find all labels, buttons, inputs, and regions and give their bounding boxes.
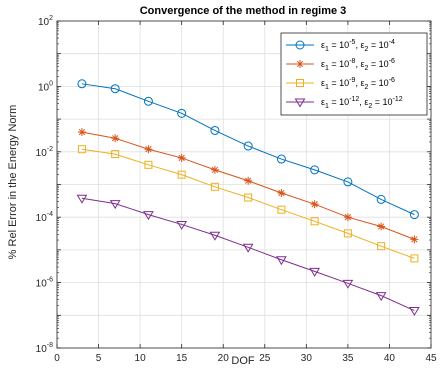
legend-marker [296,60,304,68]
series-1-point [177,108,187,118]
series-3-point [410,254,419,263]
series-3-point [177,170,186,179]
marker-stroke [344,214,352,221]
marker-stroke [377,223,385,230]
series-1-point [143,96,153,106]
series-1-point [409,210,419,220]
x-tick-label: 10 [135,353,147,364]
series-1-point [310,165,320,175]
series-4-point [309,267,321,277]
series-1-point [343,177,353,187]
series-4-point [76,194,88,204]
series-4-line [81,197,415,311]
x-tick-label: 20 [218,353,230,364]
legend-entry-2: ε1 = 10-8, ε2 = 10-6 [321,58,395,72]
series-2-point [343,213,352,222]
series-3-point [343,229,352,238]
legend-marker [295,40,305,50]
y-tick-label: 10-6 [36,277,53,290]
marker-stroke [311,201,318,208]
series-2-point [210,165,219,174]
marker-stroke [178,154,185,162]
series-3-point [144,160,153,169]
series-3-point [244,193,253,202]
x-tick-label: 30 [301,353,313,364]
plot-area: 0 5 10 15 20 25 30 35 40 45 10-8 10-6 10-4 10-2 100 102… [36,15,437,364]
series-1-point [110,84,120,94]
series-1-point [376,194,386,204]
series-3-point [310,217,319,226]
x-tick-label: 40 [384,353,396,364]
marker-stroke [211,166,219,174]
series-2-point [410,235,419,244]
y-tick-label: 10-4 [36,211,53,224]
series-3-point [377,242,386,251]
series-4-point [375,292,387,302]
y-tick-label: 102 [38,15,53,28]
series-1-point [210,125,220,135]
x-tick-label: 15 [176,353,188,364]
series-3-point [210,182,219,191]
y-tick-label: 10-8 [36,342,53,355]
marker-stroke [296,60,304,68]
series-4-point [408,307,420,316]
series-3-line [81,148,415,259]
marker-stroke [245,177,252,184]
series-4-point [176,220,188,230]
series-4-point [109,200,121,210]
series-2-point [244,176,253,185]
legend-entry-4: ε1 = 10-12, ε2 = 10-12 [321,96,403,110]
marker-stroke [145,146,152,153]
legend-box [280,32,428,116]
series-1-point [276,154,286,164]
x-tick-label: 25 [259,353,271,364]
series-1-line [81,83,415,216]
series-4-point [276,256,287,266]
series-2-point [177,153,186,162]
legend-marker [296,79,304,87]
marker-stroke [112,135,119,142]
series-2-point [310,200,319,209]
series-1-point [243,141,253,151]
series-3-point [277,205,286,214]
legend-marker [294,98,306,108]
series-2-point [144,145,153,154]
x-tick-label: 5 [96,353,102,364]
x-tick-label: 0 [54,353,60,364]
series-2-point [77,128,86,137]
series-3-point [111,150,120,159]
legend-entry-3: ε1 = 10-9, ε2 = 10-6 [321,77,395,91]
series-4-point [209,231,221,241]
y-axis-label: % Rel Error in the Energy Norm [7,105,19,260]
series-4-point [143,211,154,221]
legend-entry-1: ε1 = 10-5, ε2 = 10-4 [321,39,395,53]
series-2-point [111,134,120,143]
x-tick-label: 35 [342,353,354,364]
chart-title: Convergence of the method in regime 3 [140,5,347,17]
y-tick-label: 100 [38,80,53,93]
marker-stroke [278,189,285,197]
series-1-point [77,79,87,89]
y-tick-label: 10-2 [36,146,53,159]
marker-stroke [411,236,418,243]
series-2-point [277,188,286,197]
series-3-point [77,145,86,154]
x-axis-label: DOF [231,355,255,367]
series-2-point [377,222,386,231]
x-tick-label: 45 [425,353,437,364]
series-4-point [342,279,354,289]
series-4-point [242,243,254,253]
marker-stroke [78,128,86,136]
